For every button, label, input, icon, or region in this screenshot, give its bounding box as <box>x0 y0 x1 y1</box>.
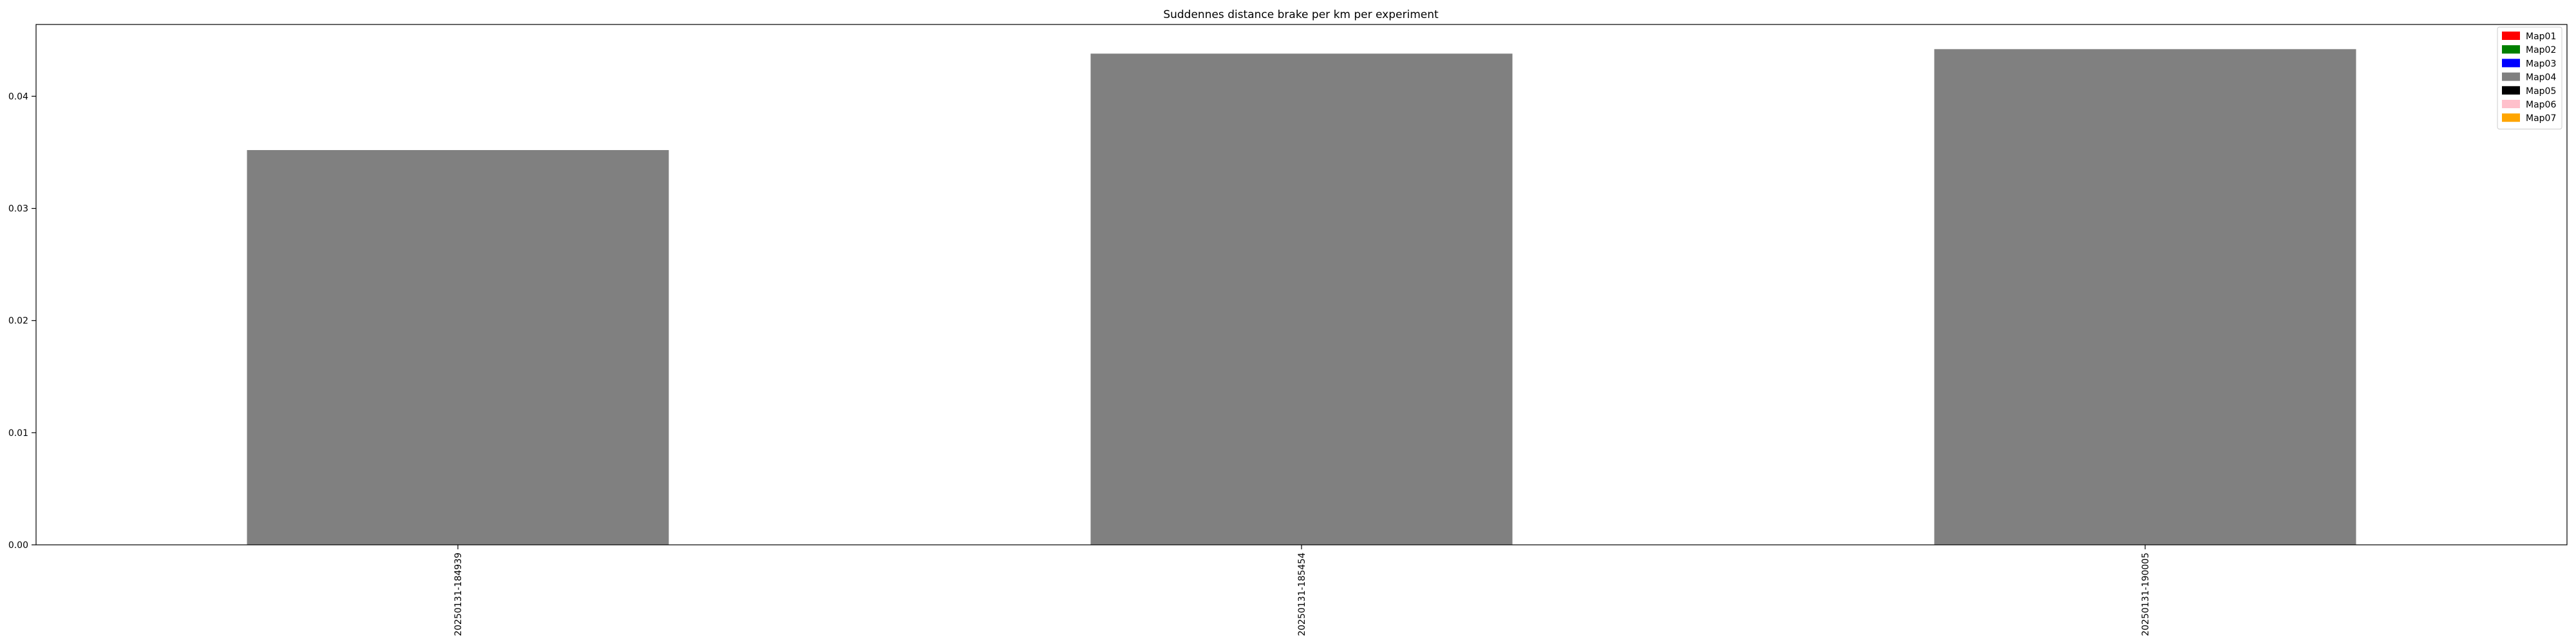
y-tick-label: 0.00 <box>8 540 28 551</box>
legend-swatch <box>2502 113 2520 122</box>
bar <box>247 150 669 545</box>
legend-label: Map01 <box>2526 32 2556 42</box>
y-tick-label: 0.01 <box>8 428 28 439</box>
x-tick-label: 20250131-190005 <box>2141 553 2151 636</box>
legend-label: Map05 <box>2526 86 2556 97</box>
legend-label: Map02 <box>2526 45 2556 55</box>
x-tick-label: 20250131-185454 <box>1297 553 1307 636</box>
y-tick-label: 0.02 <box>8 316 28 327</box>
bars-layer <box>247 49 2356 545</box>
bar <box>1090 53 1513 545</box>
y-tick-label: 0.04 <box>8 91 28 102</box>
legend-swatch <box>2502 32 2520 40</box>
legend-label: Map06 <box>2526 100 2556 110</box>
x-tick-label: 20250131-184939 <box>453 553 464 636</box>
legend-swatch <box>2502 72 2520 81</box>
legend-swatch <box>2502 86 2520 95</box>
chart-title: Suddennes distance brake per km per expe… <box>1163 8 1439 21</box>
legend: Map01 Map02 Map03 Map04 Map05 Map06 Map07 <box>2497 26 2562 129</box>
y-tick-label: 0.03 <box>8 204 28 214</box>
legend-label: Map03 <box>2526 59 2556 69</box>
legend-label: Map04 <box>2526 73 2556 83</box>
axes-layer: 0.00 0.01 0.02 0.03 0.04 20250131-184939 20250… <box>8 24 2568 636</box>
bar <box>1934 49 2356 545</box>
legend-swatch <box>2502 100 2520 108</box>
legend-label: Map07 <box>2526 113 2556 124</box>
legend-swatch <box>2502 45 2520 54</box>
legend-swatch <box>2502 59 2520 68</box>
